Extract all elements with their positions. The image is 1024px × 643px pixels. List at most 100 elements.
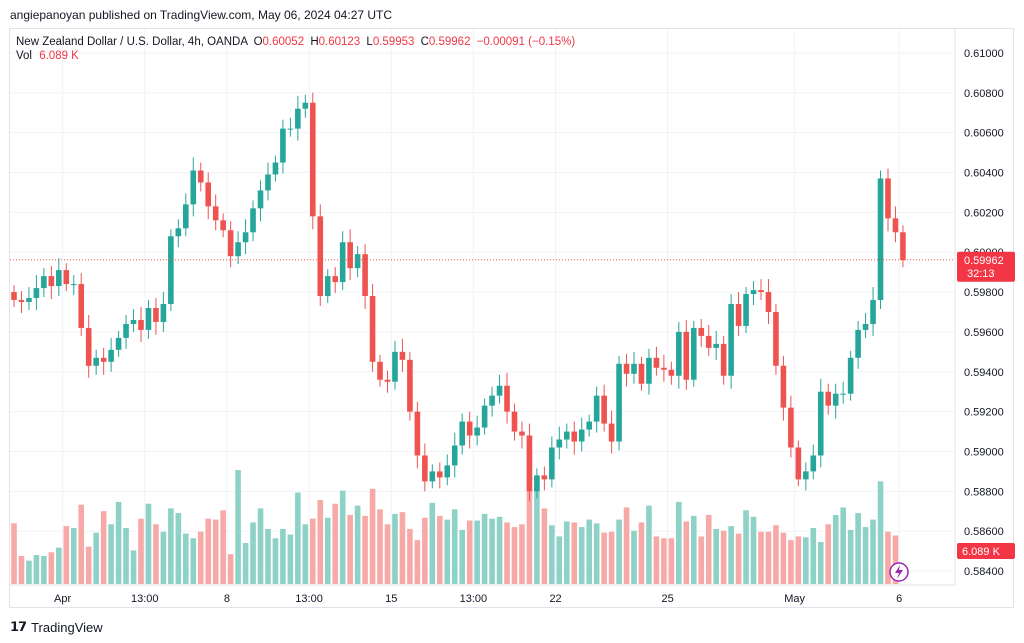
candle-body bbox=[354, 254, 361, 269]
candle-body bbox=[250, 208, 256, 233]
footer-brand[interactable]: 𝟭𝟳 TradingView bbox=[10, 619, 103, 635]
volume-bar bbox=[459, 529, 465, 584]
change-value: −0.00091 (−0.15%) bbox=[476, 36, 576, 48]
volume-bar bbox=[773, 525, 779, 584]
volume-bar bbox=[541, 508, 548, 584]
low-label: L bbox=[366, 36, 373, 48]
candle-body bbox=[145, 307, 152, 330]
candle-body bbox=[773, 311, 779, 366]
volume-bar bbox=[877, 481, 884, 584]
volume-bar bbox=[436, 515, 443, 584]
candle-body bbox=[33, 288, 40, 299]
candle-body bbox=[728, 304, 734, 376]
volume-bar bbox=[892, 535, 899, 584]
candle-body bbox=[780, 365, 787, 408]
volume-bar bbox=[93, 532, 99, 584]
x-tick-label: 25 bbox=[662, 593, 674, 605]
candle-body bbox=[302, 102, 309, 109]
candle-body bbox=[429, 471, 436, 482]
candle-body bbox=[735, 304, 742, 326]
volume-bar bbox=[743, 510, 749, 584]
volume-bar bbox=[608, 531, 615, 584]
candle-body bbox=[586, 421, 592, 430]
candle-body bbox=[227, 230, 234, 257]
candle-body bbox=[519, 431, 525, 436]
volume-bar bbox=[563, 521, 570, 584]
volume-bar bbox=[153, 524, 159, 584]
volume-bar bbox=[362, 515, 368, 584]
candle-body bbox=[489, 395, 495, 406]
volume-bar bbox=[765, 531, 772, 584]
footer-brand-text: TradingView bbox=[31, 619, 103, 635]
candle-body bbox=[623, 363, 630, 374]
volume-bar bbox=[451, 509, 458, 584]
candle-body bbox=[474, 427, 480, 436]
volume-bar bbox=[160, 531, 167, 584]
candle-body bbox=[399, 351, 406, 360]
candle-body bbox=[877, 178, 884, 301]
volume-bar bbox=[399, 512, 406, 584]
candle-body bbox=[138, 319, 144, 330]
candle-body bbox=[414, 411, 421, 456]
candle-body bbox=[324, 276, 331, 297]
x-tick-label: 13:00 bbox=[460, 593, 488, 605]
volume-bar bbox=[183, 533, 189, 584]
tradingview-logo-icon: 𝟭𝟳 bbox=[10, 619, 27, 634]
candle-body bbox=[885, 178, 891, 219]
volume-bar bbox=[646, 505, 652, 584]
candle-body bbox=[832, 393, 839, 406]
candle-body bbox=[817, 391, 824, 456]
candle-body bbox=[795, 447, 802, 480]
y-tick-label: 0.60400 bbox=[964, 167, 1004, 179]
volume-bar bbox=[265, 528, 271, 584]
y-tick-label: 0.60200 bbox=[964, 207, 1004, 219]
volume-bar bbox=[220, 510, 226, 584]
y-tick-label: 0.58800 bbox=[964, 486, 1004, 498]
close-label: C bbox=[420, 36, 429, 48]
candle-body bbox=[78, 284, 85, 328]
price-tag-countdown: 32:13 bbox=[967, 268, 995, 280]
candle-body bbox=[392, 351, 398, 382]
candle-body bbox=[646, 357, 652, 384]
candle-body bbox=[608, 423, 615, 442]
candle-body bbox=[377, 361, 383, 380]
volume-label: Vol bbox=[16, 50, 32, 62]
volume-bar bbox=[720, 530, 727, 584]
volume-bar bbox=[855, 513, 861, 584]
volume-bar bbox=[317, 500, 324, 584]
high-value: 0.60123 bbox=[318, 36, 361, 48]
y-tick-label: 0.59400 bbox=[964, 367, 1004, 379]
volume-bar bbox=[780, 532, 787, 584]
volume-bar bbox=[250, 522, 256, 584]
candle-body bbox=[668, 369, 675, 376]
candle-body bbox=[190, 170, 197, 205]
candle-body bbox=[175, 228, 182, 237]
candle-body bbox=[705, 335, 712, 348]
volume-bar bbox=[466, 520, 473, 584]
volume-bar bbox=[18, 556, 25, 584]
candle-body bbox=[26, 298, 32, 303]
candle-body bbox=[526, 435, 533, 492]
volume-bar bbox=[803, 537, 809, 584]
volume-bar bbox=[257, 508, 264, 584]
volume-bar bbox=[11, 523, 17, 584]
volume-bar bbox=[504, 522, 510, 584]
volume-bar bbox=[287, 534, 294, 584]
high-label: H bbox=[310, 36, 319, 48]
candle-body bbox=[242, 232, 249, 243]
candle-body bbox=[870, 300, 876, 324]
chart-frame[interactable] bbox=[9, 28, 1014, 608]
candle-body bbox=[451, 445, 458, 466]
volume-bar bbox=[616, 519, 622, 584]
candle-body bbox=[130, 319, 137, 324]
candle-body bbox=[339, 242, 346, 283]
volume-bar bbox=[444, 519, 451, 584]
volume-bar bbox=[354, 505, 361, 584]
candle-body bbox=[549, 447, 555, 480]
candle-body bbox=[571, 431, 578, 442]
volume-bar bbox=[832, 514, 839, 584]
volume-bar bbox=[698, 536, 705, 584]
y-tick-label: 0.60800 bbox=[964, 88, 1004, 100]
candle-body bbox=[265, 174, 271, 191]
